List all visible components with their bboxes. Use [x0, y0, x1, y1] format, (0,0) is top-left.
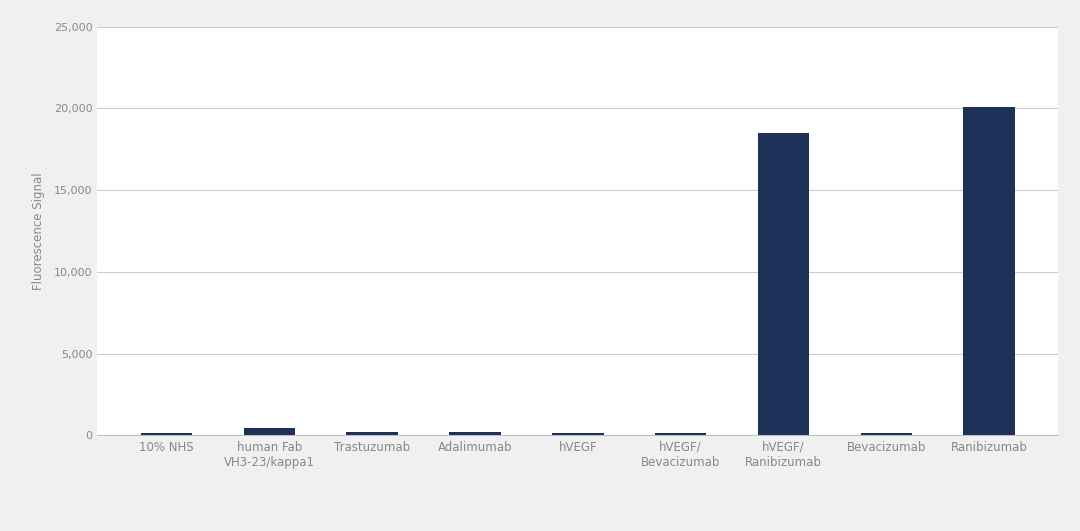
Y-axis label: Fluorescence Signal: Fluorescence Signal: [32, 172, 45, 290]
Bar: [449, 432, 501, 435]
Bar: [140, 433, 192, 435]
Bar: [758, 133, 809, 435]
Bar: [963, 107, 1015, 435]
Bar: [654, 433, 706, 435]
Bar: [552, 433, 604, 435]
Bar: [244, 427, 295, 435]
Bar: [347, 432, 397, 435]
Bar: [861, 433, 912, 435]
